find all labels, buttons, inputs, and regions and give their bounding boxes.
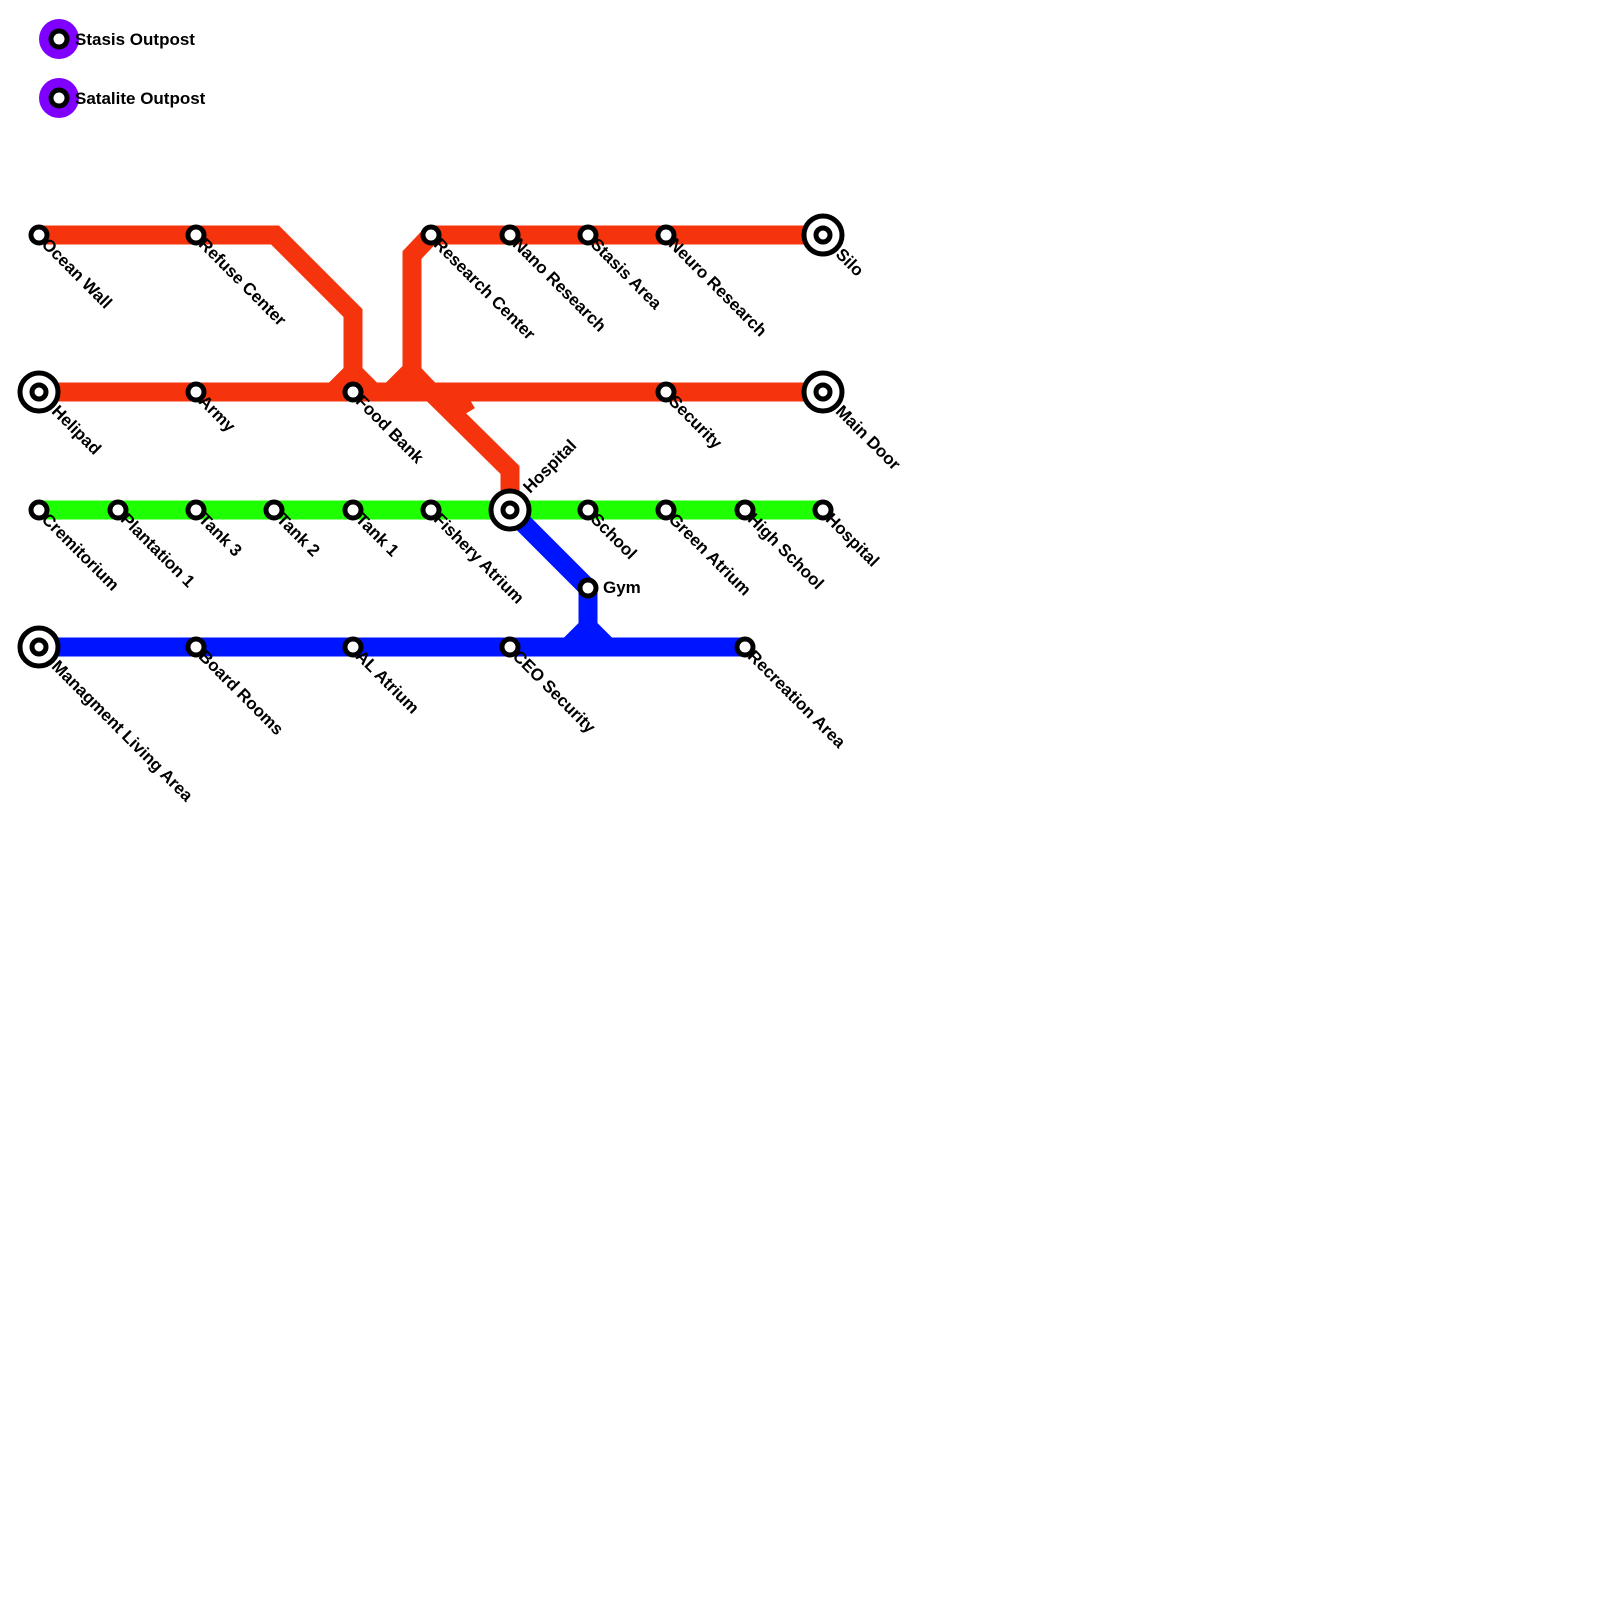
station-marker-icon [29, 637, 49, 657]
station-marker-icon [185, 499, 207, 521]
station-label: Hospital [519, 436, 580, 497]
station-label: AL Atrium [352, 647, 423, 718]
station-marker-icon [734, 499, 756, 521]
station-label: CEO Security [509, 647, 600, 738]
station-label: High School [744, 510, 828, 594]
station-label: Managment Living Area [48, 657, 197, 806]
station-marker-icon [577, 577, 599, 599]
legend-label: Stasis Outpost [75, 30, 195, 49]
station-marker-icon [263, 499, 285, 521]
station-marker-icon [342, 499, 364, 521]
station-marker-icon [813, 225, 833, 245]
station-label: Helipad [48, 402, 105, 459]
legend-station-icon [48, 28, 70, 50]
blue-line-branch [503, 503, 615, 654]
station-marker-icon [655, 224, 677, 246]
station-marker-icon [577, 499, 599, 521]
station-marker-icon [577, 224, 599, 246]
station-marker-icon [28, 499, 50, 521]
legend-station-icon [48, 87, 70, 109]
station-marker-icon [813, 382, 833, 402]
station-label: Main Door [832, 402, 904, 474]
station-label: Ocean Wall [38, 235, 116, 313]
legend: Stasis Outpost Satalite Outpost [39, 19, 206, 118]
station-main-door[interactable]: Main Door [801, 370, 904, 474]
station-marker-icon [499, 224, 521, 246]
station-marker-icon [500, 500, 520, 520]
station-marker-icon [655, 381, 677, 403]
station-marker-icon [420, 499, 442, 521]
station-label: Gym [603, 578, 641, 597]
station-marker-icon [185, 381, 207, 403]
station-marker-icon [420, 224, 442, 246]
station-marker-icon [28, 224, 50, 246]
station-marker-icon [107, 499, 129, 521]
station-marker-icon [342, 636, 364, 658]
station-label: Plantation 1 [117, 510, 199, 592]
station-hospital[interactable]: Hospital [812, 499, 883, 571]
station-marker-icon [185, 224, 207, 246]
legend-item-satalite-outpost: Satalite Outpost [39, 78, 206, 118]
legend-label: Satalite Outpost [75, 89, 206, 108]
station-label: Board Rooms [195, 647, 287, 739]
station-marker-icon [734, 636, 756, 658]
station-marker-icon [655, 499, 677, 521]
station-marker-icon [185, 636, 207, 658]
station-marker-icon [499, 636, 521, 658]
station-recreation-area[interactable]: Recreation Area [734, 636, 850, 753]
station-marker-icon [342, 381, 364, 403]
station-gym[interactable]: Gym [577, 577, 641, 599]
station-label: Neuro Research [665, 235, 771, 341]
station-label: Green Atrium [665, 510, 755, 600]
station-marker-icon [29, 382, 49, 402]
station-label: Cremitorium [38, 510, 123, 595]
red-line-upper [39, 225, 823, 402]
legend-item-stasis-outpost: Stasis Outpost [39, 19, 195, 59]
station-label: Food Bank [352, 392, 428, 468]
station-label: Recreation Area [744, 647, 850, 753]
station-label: Hospital [822, 510, 883, 571]
station-label: Stasis Area [587, 235, 666, 314]
station-marker-icon [812, 499, 834, 521]
station-silo[interactable]: Silo [801, 213, 867, 280]
